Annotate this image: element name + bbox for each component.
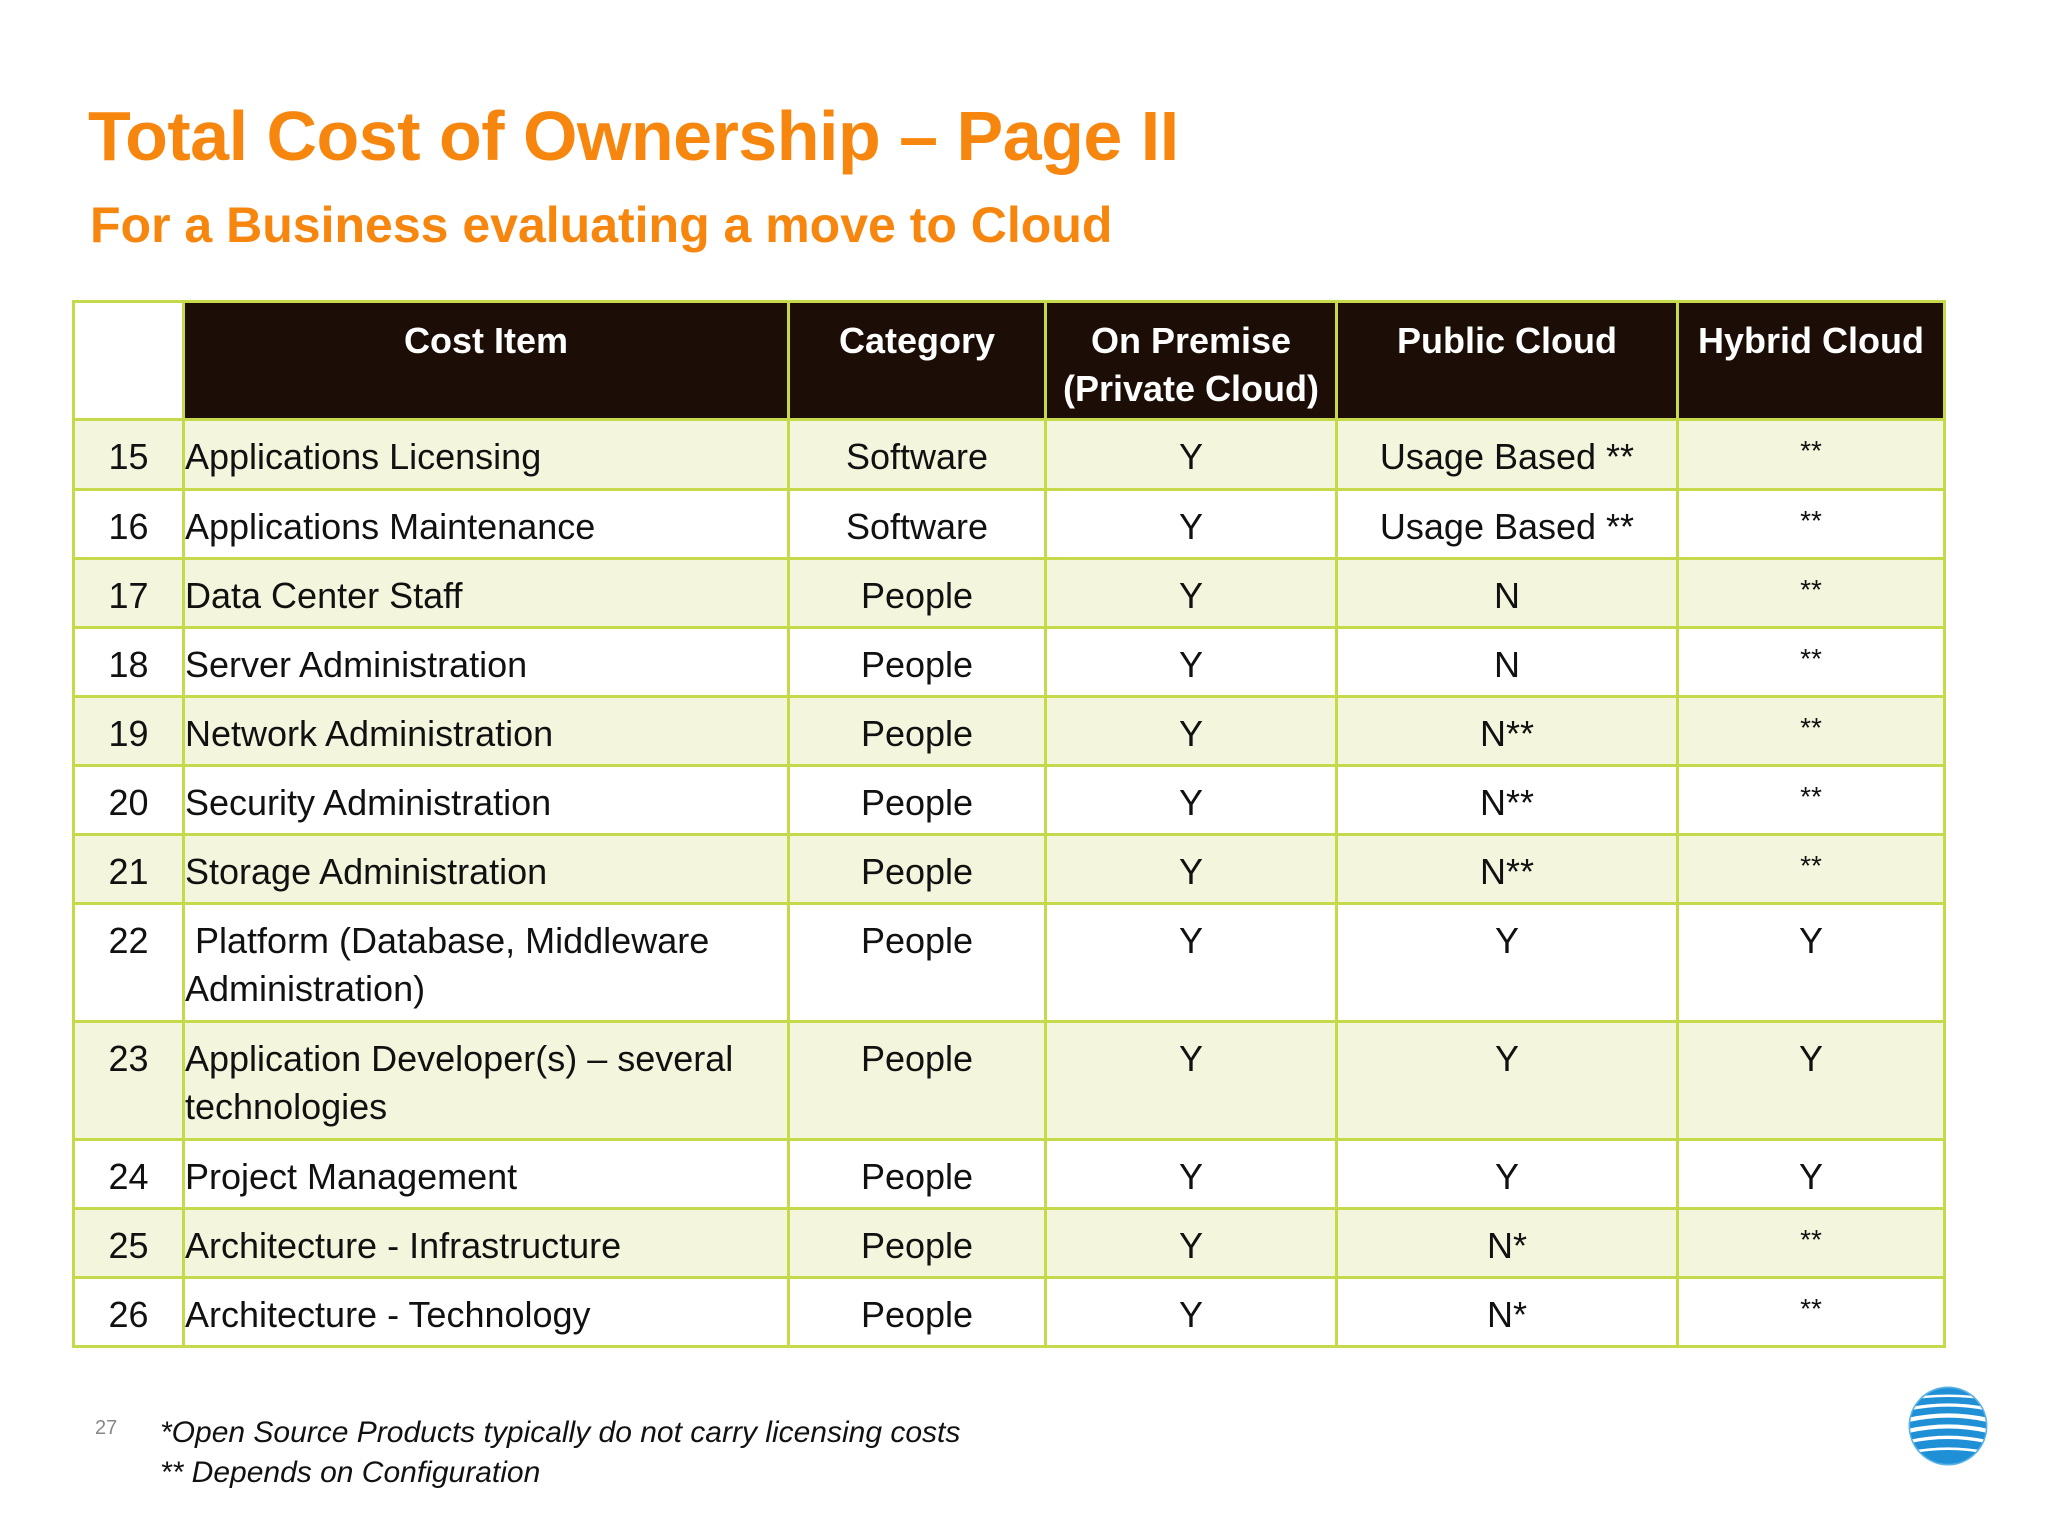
on-premise-cell: Y	[1044, 488, 1338, 560]
category-cell: People	[787, 833, 1047, 905]
category-cell: Software	[787, 488, 1047, 560]
table-row: 16 Applications Maintenance Software Y U…	[72, 488, 1946, 560]
public-cloud-cell: N**	[1335, 695, 1679, 767]
public-cloud-cell: N**	[1335, 764, 1679, 836]
tco-table: Cost Item Category On Premise (Private C…	[72, 300, 1946, 1348]
public-cloud-cell: N	[1335, 626, 1679, 698]
on-premise-cell: Y	[1044, 1276, 1338, 1348]
table-row: 20 Security Administration People Y N** …	[72, 764, 1946, 836]
on-premise-cell: Y	[1044, 626, 1338, 698]
header-public-cloud: Public Cloud	[1335, 300, 1679, 421]
header-row: Cost Item Category On Premise (Private C…	[72, 300, 1946, 421]
public-cloud-cell: Y	[1335, 1020, 1679, 1141]
category-cell: People	[787, 1207, 1047, 1279]
public-cloud-cell: N	[1335, 557, 1679, 629]
row-number: 22	[72, 902, 185, 1023]
category-cell: People	[787, 1020, 1047, 1141]
on-premise-cell: Y	[1044, 833, 1338, 905]
public-cloud-cell: N*	[1335, 1207, 1679, 1279]
hybrid-cloud-cell: **	[1676, 695, 1946, 767]
att-globe-icon	[1908, 1386, 1988, 1466]
table-row: 25 Architecture - Infrastructure People …	[72, 1207, 1946, 1279]
hybrid-cloud-cell: **	[1676, 1207, 1946, 1279]
table-row: 15 Applications Licensing Software Y Usa…	[72, 418, 1946, 491]
hybrid-cloud-cell: Y	[1676, 902, 1946, 1023]
row-number: 15	[72, 418, 185, 491]
row-number: 16	[72, 488, 185, 560]
cost-item-cell: Project Management	[182, 1138, 790, 1210]
row-number: 18	[72, 626, 185, 698]
cost-item-cell: Server Administration	[182, 626, 790, 698]
cost-item-cell: Application Developer(s) – several techn…	[182, 1020, 790, 1141]
hybrid-cloud-cell: **	[1676, 1276, 1946, 1348]
table-row: 19 Network Administration People Y N** *…	[72, 695, 1946, 767]
header-cost-item: Cost Item	[182, 300, 790, 421]
cost-item-cell: Architecture - Infrastructure	[182, 1207, 790, 1279]
on-premise-cell: Y	[1044, 764, 1338, 836]
public-cloud-cell: Y	[1335, 1138, 1679, 1210]
hybrid-cloud-cell: **	[1676, 764, 1946, 836]
hybrid-cloud-cell: **	[1676, 833, 1946, 905]
on-premise-cell: Y	[1044, 695, 1338, 767]
cost-item-cell: Security Administration	[182, 764, 790, 836]
table-row: 26 Architecture - Technology People Y N*…	[72, 1276, 1946, 1348]
row-number: 23	[72, 1020, 185, 1141]
public-cloud-cell: Usage Based **	[1335, 488, 1679, 560]
hybrid-cloud-cell: Y	[1676, 1020, 1946, 1141]
public-cloud-cell: N**	[1335, 833, 1679, 905]
on-premise-cell: Y	[1044, 1138, 1338, 1210]
category-cell: People	[787, 695, 1047, 767]
public-cloud-cell: N*	[1335, 1276, 1679, 1348]
header-blank	[72, 300, 185, 421]
row-number: 17	[72, 557, 185, 629]
table-row: 21 Storage Administration People Y N** *…	[72, 833, 1946, 905]
on-premise-cell: Y	[1044, 1020, 1338, 1141]
cost-item-cell: Storage Administration	[182, 833, 790, 905]
cost-item-cell: Network Administration	[182, 695, 790, 767]
hybrid-cloud-cell: **	[1676, 626, 1946, 698]
row-number: 20	[72, 764, 185, 836]
cost-item-cell: Platform (Database, Middleware Administr…	[182, 902, 790, 1023]
table-row: 17 Data Center Staff People Y N **	[72, 557, 1946, 629]
slide-subtitle: For a Business evaluating a move to Clou…	[90, 197, 1113, 253]
category-cell: People	[787, 1276, 1047, 1348]
row-number: 26	[72, 1276, 185, 1348]
category-cell: People	[787, 764, 1047, 836]
footnote-licensing: *Open Source Products typically do not c…	[160, 1416, 961, 1449]
public-cloud-cell: Usage Based **	[1335, 418, 1679, 491]
row-number: 21	[72, 833, 185, 905]
table-row: 24 Project Management People Y Y Y	[72, 1138, 1946, 1210]
category-cell: Software	[787, 418, 1047, 491]
category-cell: People	[787, 557, 1047, 629]
category-cell: People	[787, 1138, 1047, 1210]
on-premise-cell: Y	[1044, 1207, 1338, 1279]
table-row: 23 Application Developer(s) – several te…	[72, 1020, 1946, 1141]
footnote-configuration: ** Depends on Configuration	[160, 1456, 541, 1489]
category-cell: People	[787, 902, 1047, 1023]
cost-item-cell: Data Center Staff	[182, 557, 790, 629]
hybrid-cloud-cell: Y	[1676, 1138, 1946, 1210]
public-cloud-cell: Y	[1335, 902, 1679, 1023]
cost-item-cell: Applications Maintenance	[182, 488, 790, 560]
header-on-premise: On Premise (Private Cloud)	[1044, 300, 1338, 421]
header-hybrid-cloud: Hybrid Cloud	[1676, 300, 1946, 421]
page-number: 27	[95, 1417, 118, 1439]
hybrid-cloud-cell: **	[1676, 557, 1946, 629]
on-premise-cell: Y	[1044, 418, 1338, 491]
row-number: 19	[72, 695, 185, 767]
hybrid-cloud-cell: **	[1676, 418, 1946, 491]
cost-item-cell: Architecture - Technology	[182, 1276, 790, 1348]
on-premise-cell: Y	[1044, 902, 1338, 1023]
category-cell: People	[787, 626, 1047, 698]
cost-item-cell: Applications Licensing	[182, 418, 790, 491]
row-number: 24	[72, 1138, 185, 1210]
on-premise-cell: Y	[1044, 557, 1338, 629]
hybrid-cloud-cell: **	[1676, 488, 1946, 560]
table-row: 22 Platform (Database, Middleware Admini…	[72, 902, 1946, 1023]
row-number: 25	[72, 1207, 185, 1279]
header-category: Category	[787, 300, 1047, 421]
table-row: 18 Server Administration People Y N **	[72, 626, 1946, 698]
slide-title: Total Cost of Ownership – Page II	[88, 97, 1179, 175]
